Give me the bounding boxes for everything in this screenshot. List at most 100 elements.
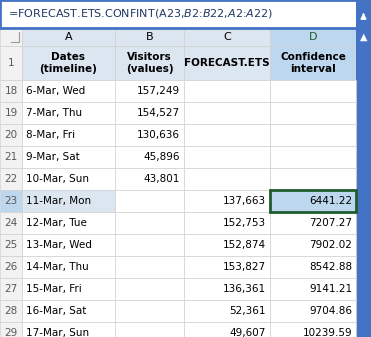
Text: B: B: [146, 32, 153, 42]
Bar: [356, 0, 371, 28]
Bar: [0, 80, 22, 102]
Bar: [115, 102, 184, 124]
Bar: [270, 146, 356, 168]
Text: 45,896: 45,896: [144, 152, 180, 162]
Bar: [22, 124, 115, 146]
Text: 28: 28: [4, 306, 18, 316]
Text: Dates
(timeline): Dates (timeline): [40, 52, 98, 74]
Bar: [22, 168, 115, 190]
Bar: [356, 28, 371, 337]
Bar: [184, 146, 270, 168]
Bar: [22, 190, 115, 212]
Text: 16-Mar, Sat: 16-Mar, Sat: [26, 306, 86, 316]
Bar: [115, 300, 184, 322]
Text: 18: 18: [4, 86, 18, 96]
Bar: [22, 80, 115, 102]
Text: 7207.27: 7207.27: [309, 218, 352, 228]
Text: 9-Mar, Sat: 9-Mar, Sat: [26, 152, 80, 162]
Bar: [184, 300, 270, 322]
Bar: [22, 28, 115, 46]
Bar: [22, 102, 115, 124]
Text: 25: 25: [4, 240, 18, 250]
Text: ▲: ▲: [360, 32, 367, 42]
Text: 153,827: 153,827: [223, 262, 266, 272]
Text: 152,753: 152,753: [223, 218, 266, 228]
Bar: [22, 278, 115, 300]
Bar: [0, 102, 22, 124]
Bar: [184, 28, 270, 46]
Bar: [0, 278, 22, 300]
Bar: [184, 102, 270, 124]
Bar: [184, 80, 270, 102]
Bar: [115, 28, 184, 46]
Text: 20: 20: [4, 130, 17, 140]
Bar: [270, 124, 356, 146]
Text: 154,527: 154,527: [137, 108, 180, 118]
Bar: [115, 212, 184, 234]
Text: 10-Mar, Sun: 10-Mar, Sun: [26, 174, 89, 184]
Bar: [184, 46, 270, 80]
Bar: [115, 322, 184, 337]
Bar: [115, 190, 184, 212]
Text: 24: 24: [4, 218, 18, 228]
Bar: [0, 124, 22, 146]
Text: 8-Mar, Fri: 8-Mar, Fri: [26, 130, 75, 140]
Text: D: D: [309, 32, 317, 42]
Bar: [0, 168, 22, 190]
Text: 9704.86: 9704.86: [309, 306, 352, 316]
Bar: [115, 80, 184, 102]
Bar: [0, 190, 22, 212]
Bar: [184, 322, 270, 337]
Text: 11-Mar, Mon: 11-Mar, Mon: [26, 196, 91, 206]
Text: 1: 1: [8, 58, 14, 68]
Text: 15-Mar, Fri: 15-Mar, Fri: [26, 284, 82, 294]
Text: 17-Mar, Sun: 17-Mar, Sun: [26, 328, 89, 337]
Text: FORECAST.ETS: FORECAST.ETS: [184, 58, 270, 68]
Bar: [0, 256, 22, 278]
Bar: [22, 256, 115, 278]
Text: 9141.21: 9141.21: [309, 284, 352, 294]
Text: 8542.88: 8542.88: [309, 262, 352, 272]
Text: 130,636: 130,636: [137, 130, 180, 140]
Bar: [115, 146, 184, 168]
Text: A: A: [65, 32, 72, 42]
Bar: [0, 212, 22, 234]
Bar: [0, 234, 22, 256]
Text: Visitors
(values): Visitors (values): [126, 52, 173, 74]
Text: 13-Mar, Wed: 13-Mar, Wed: [26, 240, 92, 250]
Bar: [115, 124, 184, 146]
Bar: [270, 46, 356, 80]
Bar: [22, 146, 115, 168]
Bar: [270, 80, 356, 102]
Bar: [270, 300, 356, 322]
Bar: [0, 0, 371, 28]
Bar: [270, 28, 356, 46]
Text: 26: 26: [4, 262, 18, 272]
Text: 49,607: 49,607: [230, 328, 266, 337]
Text: =FORECAST.ETS.CONFINT(A23,$B$2:$B$22,$A$2:$A$22): =FORECAST.ETS.CONFINT(A23,$B$2:$B$22,$A$…: [8, 7, 273, 21]
Bar: [22, 46, 115, 80]
Bar: [0, 300, 22, 322]
Bar: [115, 278, 184, 300]
Text: 23: 23: [4, 196, 18, 206]
Text: 7-Mar, Thu: 7-Mar, Thu: [26, 108, 82, 118]
Text: 22: 22: [4, 174, 18, 184]
Bar: [270, 234, 356, 256]
Bar: [0, 146, 22, 168]
Bar: [184, 168, 270, 190]
Bar: [270, 190, 356, 212]
Text: 19: 19: [4, 108, 18, 118]
Text: 6441.22: 6441.22: [309, 196, 352, 206]
Text: Confidence
interval: Confidence interval: [280, 52, 346, 74]
Bar: [184, 212, 270, 234]
Bar: [270, 102, 356, 124]
Text: 21: 21: [4, 152, 18, 162]
Bar: [184, 256, 270, 278]
Bar: [184, 124, 270, 146]
Bar: [270, 322, 356, 337]
Bar: [0, 46, 22, 80]
Text: 7902.02: 7902.02: [309, 240, 352, 250]
Text: 43,801: 43,801: [144, 174, 180, 184]
Text: 157,249: 157,249: [137, 86, 180, 96]
Text: 136,361: 136,361: [223, 284, 266, 294]
